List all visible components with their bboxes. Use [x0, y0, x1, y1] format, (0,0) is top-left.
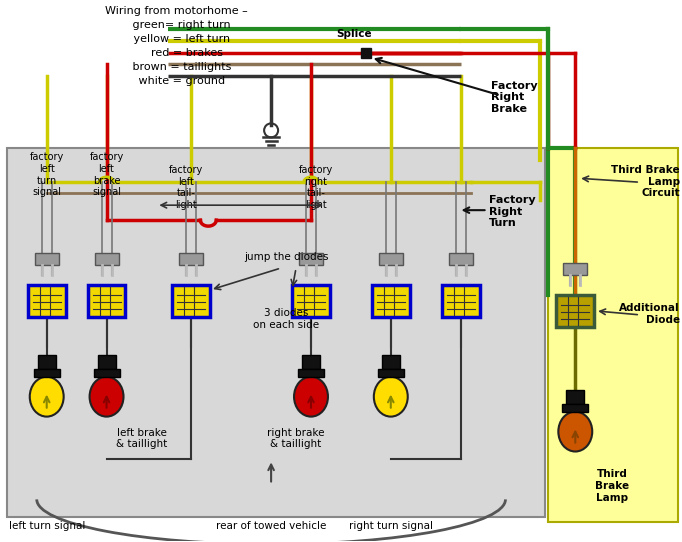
FancyBboxPatch shape [87, 285, 125, 317]
Text: 3 diodes
on each side: 3 diodes on each side [253, 308, 319, 330]
Text: factory
left
turn
signal: factory left turn signal [29, 152, 64, 197]
Text: jump the diodes: jump the diodes [244, 252, 328, 262]
FancyBboxPatch shape [173, 285, 210, 317]
Bar [563, 263, 587, 275]
Bar [378, 369, 404, 377]
Text: Factory
Right
Turn: Factory Right Turn [488, 195, 535, 228]
Bar [298, 369, 324, 377]
FancyBboxPatch shape [557, 295, 594, 327]
FancyBboxPatch shape [372, 285, 410, 317]
Bar [379, 253, 403, 265]
Text: factory
left
tail-
light: factory left tail- light [169, 165, 203, 210]
Text: Third Brake
Lamp
Circuit: Third Brake Lamp Circuit [611, 165, 680, 198]
Bar [548, 149, 678, 522]
Text: factory
right
tail-
light: factory right tail- light [299, 165, 333, 210]
FancyBboxPatch shape [28, 285, 65, 317]
Text: right turn signal: right turn signal [349, 521, 433, 531]
Bar [33, 369, 60, 377]
Text: left turn signal: left turn signal [8, 521, 85, 531]
Text: Factory
Right
Brake: Factory Right Brake [490, 81, 537, 114]
FancyBboxPatch shape [442, 285, 479, 317]
FancyBboxPatch shape [292, 285, 330, 317]
Bar [382, 355, 400, 369]
Bar [566, 390, 584, 404]
Text: Third
Brake
Lamp: Third Brake Lamp [595, 469, 629, 502]
Bar [449, 253, 473, 265]
Bar [302, 355, 320, 369]
Bar [179, 253, 203, 265]
Bar [7, 149, 546, 517]
Bar [563, 404, 589, 411]
Bar [35, 253, 59, 265]
Ellipse shape [559, 411, 592, 451]
Text: factory
left
brake
signal: factory left brake signal [89, 152, 123, 197]
Text: left brake
& taillight: left brake & taillight [116, 428, 167, 449]
Text: Wiring from motorhome –
   green= right turn
   yellow = left turn
      red = b: Wiring from motorhome – green= right tur… [105, 6, 248, 86]
Text: rear of towed vehicle: rear of towed vehicle [216, 521, 326, 531]
Bar [299, 253, 323, 265]
Bar [361, 48, 371, 57]
Text: Additional
Diode: Additional Diode [619, 303, 680, 325]
Bar [38, 355, 56, 369]
Ellipse shape [30, 377, 63, 417]
Bar [95, 253, 119, 265]
Text: Splice: Splice [336, 29, 372, 38]
Bar [98, 355, 115, 369]
Bar [93, 369, 119, 377]
Text: right brake
& taillight: right brake & taillight [267, 428, 325, 449]
Ellipse shape [374, 377, 408, 417]
Ellipse shape [294, 377, 328, 417]
Ellipse shape [89, 377, 123, 417]
